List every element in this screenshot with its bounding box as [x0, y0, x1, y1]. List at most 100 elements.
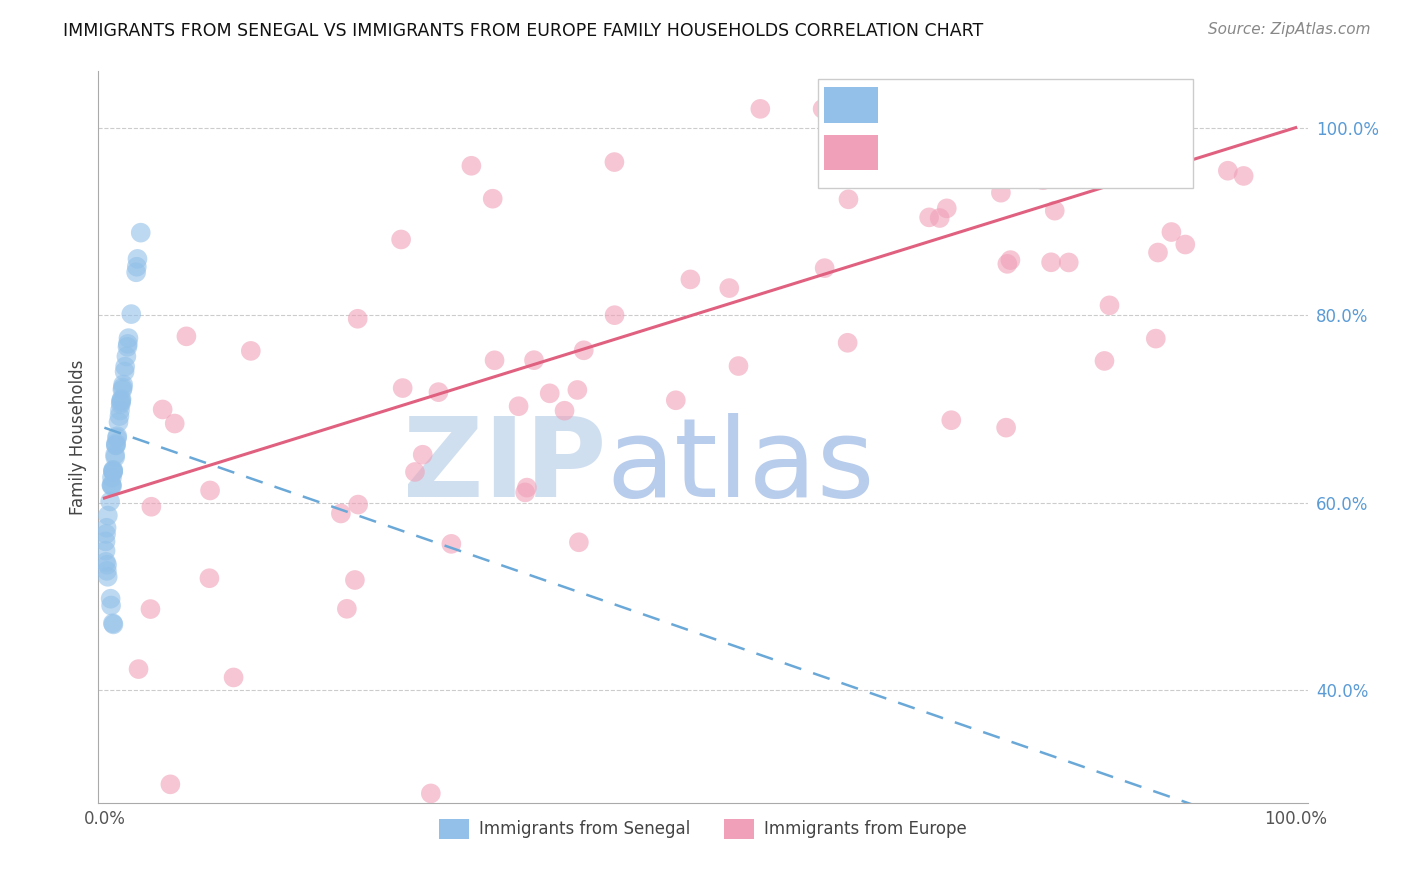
Point: [554, 403, 576, 417]
Point: [110, 393, 132, 408]
Point: [995, 257, 1018, 271]
Point: [347, 498, 370, 512]
Point: [986, 120, 1008, 134]
Point: [1157, 160, 1180, 174]
Point: [484, 353, 506, 368]
Point: [568, 535, 591, 549]
Point: [508, 399, 530, 413]
Point: [96, 521, 118, 535]
Point: [460, 159, 482, 173]
Point: [100, 599, 122, 613]
Bar: [824, 87, 879, 122]
Point: [679, 272, 702, 286]
Point: [1233, 169, 1256, 183]
Point: [96, 564, 118, 578]
Point: [97, 570, 120, 584]
Point: [163, 417, 186, 431]
Point: [176, 329, 198, 343]
Point: [101, 616, 124, 631]
Point: [336, 601, 359, 615]
Point: [94, 527, 117, 541]
Point: [440, 537, 463, 551]
Point: [108, 403, 131, 417]
Text: ZIP: ZIP: [404, 413, 606, 520]
Point: [114, 359, 136, 374]
Point: [1073, 112, 1095, 126]
Point: [101, 465, 124, 479]
Point: [198, 483, 221, 498]
Point: [127, 252, 149, 266]
Text: atlas: atlas: [606, 413, 875, 520]
Point: [100, 591, 122, 606]
Point: [1133, 102, 1156, 116]
Legend: Immigrants from Senegal, Immigrants from Europe: Immigrants from Senegal, Immigrants from…: [433, 812, 973, 846]
Point: [513, 485, 536, 500]
Point: [346, 311, 368, 326]
Point: [1032, 153, 1054, 167]
Point: [1098, 298, 1121, 312]
Point: [1032, 173, 1054, 187]
Point: [114, 365, 136, 379]
Point: [1043, 203, 1066, 218]
Point: [918, 211, 941, 225]
Point: [329, 507, 352, 521]
Point: [603, 308, 626, 322]
Point: [665, 393, 688, 408]
Point: [94, 534, 117, 549]
Point: [104, 450, 127, 465]
Point: [481, 192, 503, 206]
Point: [107, 415, 129, 429]
Point: [101, 479, 124, 493]
Point: [117, 340, 139, 354]
FancyBboxPatch shape: [818, 78, 1192, 188]
Text: R =  0.436   N = 79: R = 0.436 N = 79: [894, 143, 1101, 162]
Point: [391, 381, 413, 395]
Point: [125, 265, 148, 279]
Point: [101, 464, 124, 478]
Point: [1077, 102, 1099, 116]
Point: [125, 260, 148, 274]
Point: [110, 395, 132, 409]
Point: [139, 602, 162, 616]
Point: [100, 477, 122, 491]
Point: [104, 438, 127, 452]
Point: [412, 448, 434, 462]
Point: [523, 353, 546, 368]
Point: [101, 470, 124, 484]
Point: [928, 211, 950, 225]
Point: [749, 102, 772, 116]
Point: [110, 397, 132, 411]
Point: [1094, 354, 1116, 368]
Point: [111, 380, 134, 394]
Point: [1057, 255, 1080, 269]
Point: [1160, 225, 1182, 239]
Point: [990, 186, 1012, 200]
Point: [94, 555, 117, 569]
Point: [1216, 163, 1239, 178]
Point: [1000, 253, 1022, 268]
Point: [343, 573, 366, 587]
Point: [94, 543, 117, 558]
Point: [389, 232, 412, 246]
Point: [152, 402, 174, 417]
Point: [1157, 159, 1180, 173]
Point: [419, 786, 441, 800]
Point: [817, 140, 839, 154]
Point: [727, 359, 749, 373]
Point: [404, 465, 426, 479]
Y-axis label: Family Households: Family Households: [69, 359, 87, 515]
Point: [718, 281, 741, 295]
Point: [110, 392, 132, 407]
Point: [103, 617, 125, 632]
Point: [1144, 332, 1167, 346]
Point: [222, 670, 245, 684]
Point: [104, 436, 127, 450]
Point: [104, 438, 127, 452]
Point: [129, 226, 152, 240]
Point: [837, 192, 859, 206]
Point: [120, 307, 142, 321]
Point: [105, 429, 128, 443]
Point: [852, 102, 875, 116]
Point: [845, 102, 868, 116]
Point: [117, 337, 139, 351]
